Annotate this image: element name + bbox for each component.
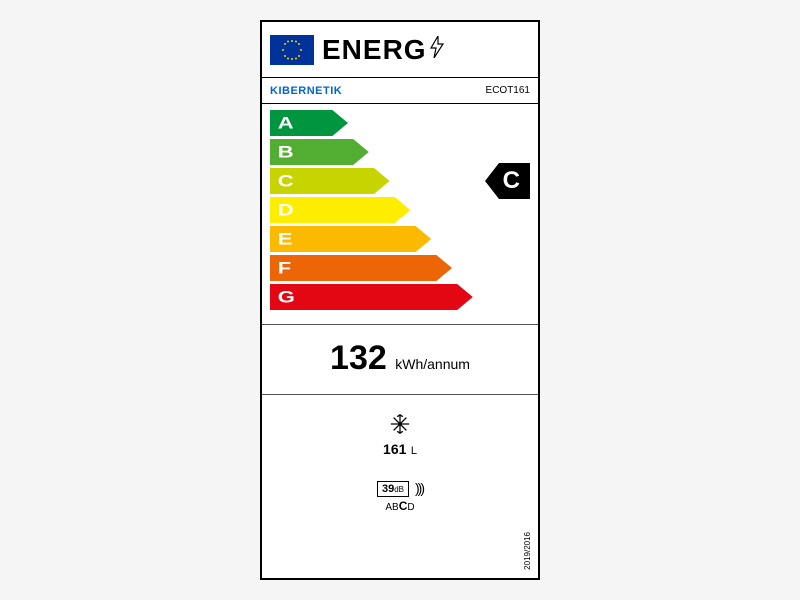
eu-flag-icon [270,35,314,65]
svg-text:D: D [278,201,294,220]
svg-text:A: A [278,114,294,133]
svg-text:G: G [278,288,295,307]
efficiency-scale: A B C D E F G C [262,104,538,324]
brand-name: KIBERNETIK [270,85,342,97]
scale-bar-e: E [270,226,530,252]
freezer-volume: 161 L [383,441,417,459]
noise-class-d: D [407,502,414,513]
noise-row: 39dB ))) [377,479,423,497]
consumption-section: 132 kWh/annum [262,324,538,394]
energy-label: ENERG KIBERNETIK ECOT161 A B C D E F G C [260,20,540,580]
bolt-icon [429,36,445,63]
sound-waves-icon: ))) [415,480,423,496]
volume-value: 161 [383,441,406,457]
svg-text:B: B [278,143,294,162]
scale-bar-d: D [270,197,530,223]
energy-text: ENERG [322,34,427,66]
svg-text:E: E [278,230,293,249]
scale-bar-g: G [270,284,530,310]
header: ENERG [262,22,538,78]
scale-bar-b: B [270,139,530,165]
regulation-number: 2019/2016 [523,532,532,570]
energy-title: ENERG [322,34,445,66]
scale-bars: A B C D E F G [270,110,530,310]
rating-arrow-tip [485,163,499,199]
volume-unit: L [411,445,417,457]
kwh-unit: kWh/annum [395,356,470,372]
kwh-value: 132 [330,339,387,377]
noise-class-scale: ABCD [385,499,414,513]
rating-badge: C [485,163,530,199]
svg-text:F: F [278,259,291,278]
rating-letter: C [499,163,530,199]
scale-bar-f: F [270,255,530,281]
speaker-icon: 39dB [377,479,409,497]
model-number: ECOT161 [486,85,530,96]
scale-bar-a: A [270,110,530,136]
brand-row: KIBERNETIK ECOT161 [262,78,538,104]
specs-section: 161 L 39dB ))) ABCD 2019/2016 [262,394,538,578]
noise-value: 39 [382,483,394,495]
snowflake-icon [389,413,411,441]
noise-unit: dB [394,485,404,494]
noise-class-b: B [392,502,399,513]
svg-text:C: C [278,172,294,191]
